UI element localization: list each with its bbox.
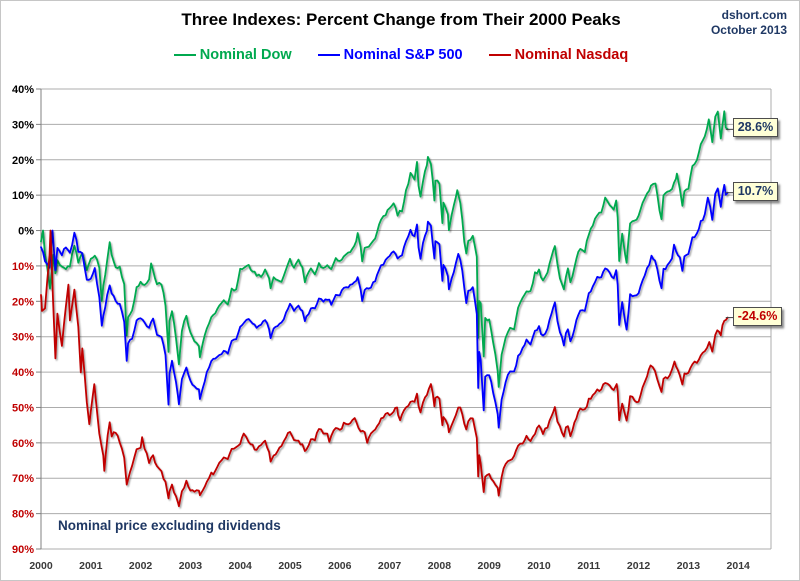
callout-nasdaq-end-value: -24.6% [732,306,783,326]
svg-text:0%: 0% [18,226,34,238]
svg-text:70%: 70% [12,473,34,485]
svg-text:2004: 2004 [229,560,253,572]
svg-text:2002: 2002 [129,560,153,572]
svg-text:2007: 2007 [378,560,402,572]
sp500-line-swatch-icon [317,53,340,57]
y-gridlines [36,88,771,550]
svg-text:10%: 10% [12,261,34,273]
svg-text:2009: 2009 [478,560,502,572]
svg-text:10%: 10% [12,190,34,202]
svg-text:40%: 40% [12,367,34,379]
svg-text:30%: 30% [12,119,34,131]
svg-text:30%: 30% [12,332,34,344]
legend-item-nominal-sp500: Nominal S&P 500 [317,47,463,63]
callout-dow-end-value: 28.6% [732,118,779,138]
chart-footnote: Nominal price excluding dividends [58,518,281,533]
svg-text:2011: 2011 [577,560,600,572]
svg-text:20%: 20% [12,296,34,308]
svg-text:50%: 50% [12,402,34,414]
plot-frame [40,89,772,549]
dow-line-swatch-icon [173,53,196,57]
svg-text:2010: 2010 [527,560,551,572]
nasdaq-line-swatch-icon [488,53,511,57]
watermark: dshort.com October 2013 [711,8,787,38]
series-line-nominal-s-p-500 [40,184,729,429]
svg-text:2006: 2006 [328,560,352,572]
svg-text:2013: 2013 [677,560,701,572]
legend: Nominal Dow Nominal S&P 500 Nominal Nasd… [1,47,799,63]
svg-text:20%: 20% [12,155,34,167]
svg-text:2014: 2014 [727,560,751,572]
chart-title: Three Indexes: Percent Change from Their… [181,10,621,29]
svg-text:2000: 2000 [29,560,53,572]
callout-sp500-end-value: 10.7% [732,181,779,201]
svg-text:2003: 2003 [179,560,203,572]
svg-text:90%: 90% [12,544,34,556]
series-line-nominal-nasdaq [40,229,729,508]
svg-text:80%: 80% [12,509,34,521]
svg-text:2008: 2008 [428,560,452,572]
series-line-nominal-dow [40,110,729,388]
legend-label-sp500: Nominal S&P 500 [343,47,463,63]
watermark-site: dshort.com [721,8,787,22]
svg-text:2005: 2005 [278,560,302,572]
watermark-date: October 2013 [710,23,787,37]
svg-text:2001: 2001 [79,560,103,572]
legend-item-nominal-dow: Nominal Dow [173,47,292,63]
y-axis-labels: 40% 30% 20% 10% 0% 10% 20% 30% 40% 50% 60% 70% 80% 90… [12,84,34,556]
x-axis-labels: 2000 2001 2002 2003 2004 2005 2006 2007 2008 2009… [29,560,750,572]
svg-text:40%: 40% [12,84,34,96]
legend-item-nominal-nasdaq: Nominal Nasdaq [488,47,629,63]
legend-label-dow: Nominal Dow [199,47,292,63]
legend-label-nasdaq: Nominal Nasdaq [514,47,629,63]
svg-text:60%: 60% [12,438,34,450]
svg-text:2012: 2012 [627,560,651,572]
